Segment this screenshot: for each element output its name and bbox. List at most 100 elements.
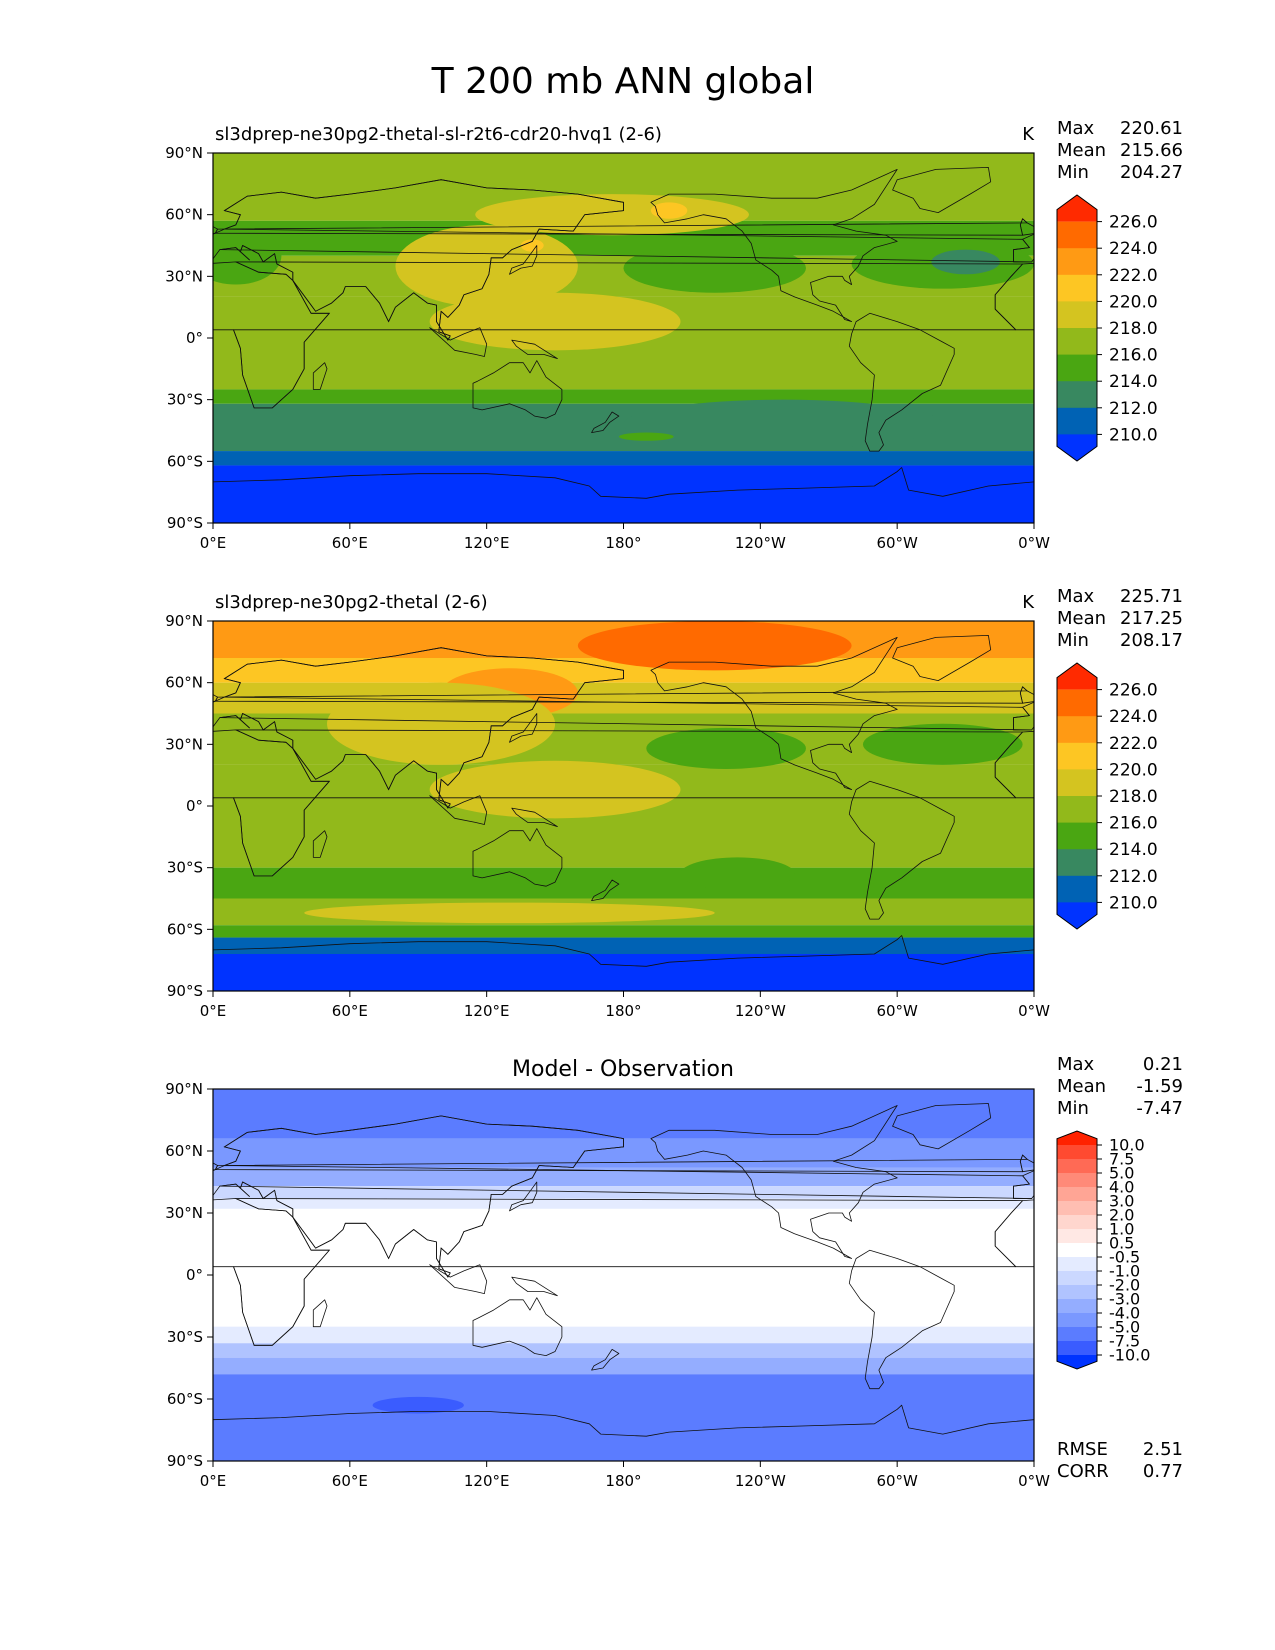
- panel-3-y-tick-label-0: 90°N: [165, 1080, 203, 1098]
- panel-1-colorbar-outline: [1056, 194, 1098, 462]
- panel-3-colorbar-label-3: 4.0: [1109, 1178, 1134, 1197]
- panel-2-x-tick-label-1: 60°E: [332, 1002, 368, 1020]
- panel-1-coast-eurasia-east: [1013, 233, 1034, 263]
- panel-2-colorbar-label-8: 210.0: [1109, 893, 1158, 913]
- panel-3-x-tick-label-6: 0°W: [1018, 1472, 1050, 1490]
- panel-3-y-tick-label-2: 30°N: [165, 1204, 203, 1222]
- panel-2-colorbar-swatch-8: [1057, 875, 1097, 903]
- panel-1-colorbar-label-0: 226.0: [1109, 213, 1158, 233]
- panel-3-colorbar-label-1: 7.5: [1109, 1150, 1134, 1169]
- panel-1-map: [213, 153, 1034, 523]
- panel-3-coast-japan: [509, 1181, 538, 1212]
- panel-2-colorbar-outline: [1056, 662, 1098, 930]
- panel-2-colorbar-label-5: 216.0: [1109, 814, 1158, 834]
- panel-1-colorbar-swatch-0: [1057, 195, 1097, 222]
- panel-1-x-tick-label-4: 120°W: [735, 534, 786, 552]
- panel-2-x-tick-label-2: 120°E: [464, 1002, 510, 1020]
- panel-2-coast-n-america: [650, 637, 898, 790]
- panel-1-colorbar-swatch-4: [1057, 301, 1097, 329]
- panel-2-x-tick-label-4: 120°W: [735, 1002, 786, 1020]
- panel-2-colorbar-swatch-1: [1057, 689, 1097, 717]
- panel-2-colorbar-swatch-4: [1057, 769, 1097, 797]
- panel-3-colorbar-label-9: -1.0: [1109, 1262, 1140, 1281]
- panel-1-colorbar-swatch-2: [1057, 248, 1097, 276]
- panel-2-coast-new-guinea: [511, 807, 558, 827]
- panel-2-colorbar-swatch-2: [1057, 716, 1097, 744]
- panel-3-x-tick-label-5: 60°W: [876, 1472, 918, 1490]
- panel-1-y-tick-label-2: 30°N: [165, 267, 203, 285]
- panel-1-coast-japan: [509, 245, 538, 275]
- panel-2-map: [213, 621, 1034, 991]
- panel-2-y-tick-label-4: 30°S: [167, 859, 203, 877]
- panel-3-colorbar-label-4: 3.0: [1109, 1192, 1134, 1211]
- panel-3-colorbar-label-11: -3.0: [1109, 1290, 1140, 1309]
- panel-3-colorbar-label-14: -7.5: [1109, 1332, 1140, 1351]
- panel-2-x-ticks: 0°E 60°E 120°E 180° 120°W 60°W 0°W: [200, 991, 1050, 1020]
- panel-3-colorbar-label-10: -2.0: [1109, 1276, 1140, 1295]
- panel-1-colorbar-label-6: 214.0: [1109, 372, 1158, 392]
- panel-2-x-tick-label-6: 0°W: [1018, 1002, 1050, 1020]
- panel-1-colorbar-swatch-6: [1057, 354, 1097, 382]
- panel-3-colorbar-label-5: 2.0: [1109, 1206, 1134, 1225]
- panel-1-y-tick-label-4: 30°S: [167, 391, 203, 409]
- panel-1-coast-antarctica: [213, 467, 1034, 499]
- panel-3-colorbar-label-8: -0.5: [1109, 1248, 1140, 1267]
- panel-3-x-tick-label-4: 120°W: [735, 1472, 786, 1490]
- panel-2-colorbar-swatch-0: [1057, 663, 1097, 690]
- panel-1-max-label: Max: [1057, 118, 1095, 139]
- panel-1-band-7: [213, 465, 1034, 523]
- panel-3-colorbar-label-7: 0.5: [1109, 1234, 1134, 1253]
- panel-2-anomaly-4: [304, 902, 715, 924]
- panel-2-colorbar-label-2: 222.0: [1109, 734, 1158, 754]
- panel-2-coast-britain-west: [213, 694, 219, 702]
- panel-3-colorbar-swatch-15: [1057, 1341, 1097, 1356]
- panel-1-anomaly-0: [429, 292, 681, 351]
- panel-1-mean-value: 215.66: [1120, 140, 1183, 161]
- panel-3-colorbar-swatch-5: [1057, 1201, 1097, 1216]
- panel-2-colorbar-label-1: 224.0: [1109, 707, 1158, 727]
- panel-2-colorbar-swatch-9: [1057, 902, 1097, 929]
- panel-1-anomaly-9: [623, 399, 943, 450]
- panel-3-coast-eurasia-west: [213, 1115, 624, 1278]
- panel-2-mean-value: 217.25: [1120, 608, 1183, 629]
- panel-1-colorbar-label-8: 210.0: [1109, 425, 1158, 445]
- panel-3-colorbar-swatch-12: [1057, 1299, 1097, 1314]
- panel-3-colorbar-swatch-14: [1057, 1327, 1097, 1342]
- panel-2-y-tick-label-3: 0°: [186, 797, 203, 815]
- panel-3-colorbar: 10.07.55.04.03.02.01.00.5-0.5-1.0-2.0-3.…: [1056, 1130, 1150, 1370]
- panel-3-y-ticks: 90°N 60°N 30°N 0° 30°S 60°S 90°S: [165, 1080, 213, 1470]
- panel-3-coast-australia: [472, 1297, 563, 1356]
- panel-2-anomaly-2: [327, 682, 556, 765]
- panel-1-band-6: [213, 451, 1034, 466]
- panel-1-x-ticks: 0°E 60°E 120°E 180° 120°W 60°W 0°W: [200, 523, 1050, 552]
- panel-2-coast-s-america: [848, 780, 955, 920]
- panel-1: sl3dprep-ne30pg2-thetal-sl-r2t6-cdr20-hv…: [165, 118, 1183, 552]
- panel-1-units: K: [1022, 124, 1035, 145]
- panel-3-map: [213, 1089, 1034, 1461]
- panel-3-colorbar-swatch-10: [1057, 1271, 1097, 1286]
- panel-3-coast-madagascar: [312, 1299, 328, 1328]
- panel-3-colorbar-swatch-1: [1057, 1145, 1097, 1160]
- panel-2-coast-eurasia-east: [1013, 701, 1034, 731]
- panel-3-coast-britain-west: [213, 1162, 219, 1171]
- panel-2-coast-madagascar: [312, 830, 328, 858]
- panel-3-colorbar-swatch-11: [1057, 1285, 1097, 1300]
- panel-1-anomaly-3: [650, 202, 688, 219]
- panel-2-title: sl3dprep-ne30pg2-thetal (2-6): [215, 592, 488, 613]
- panel-3-colorbar-swatch-6: [1057, 1215, 1097, 1230]
- panel-2: sl3dprep-ne30pg2-thetal (2-6) K Max 225.…: [165, 586, 1183, 1020]
- panel-3-colorbar-swatch-0: [1057, 1131, 1097, 1145]
- panel-2-band-9: [213, 954, 1034, 991]
- panel-3-metrics: RMSE 2.51 CORR 0.77: [1057, 1439, 1183, 1482]
- panel-3-max-label: Max: [1057, 1054, 1095, 1075]
- panel-2-y-tick-label-0: 90°N: [165, 612, 203, 630]
- panel-3-coast-indonesia: [429, 1264, 488, 1294]
- panel-1-stats: Max 220.61 Mean 215.66 Min 204.27: [1057, 118, 1183, 183]
- panel-2-colorbar-label-3: 220.0: [1109, 760, 1158, 780]
- panel-3-corr-label: CORR: [1057, 1461, 1109, 1482]
- panel-2-coast-new-zealand: [591, 879, 620, 901]
- panel-2-anomaly-6: [862, 723, 1023, 765]
- panel-2-coast-eurasia-west: [213, 647, 624, 809]
- panel-2-max-label: Max: [1057, 586, 1095, 607]
- panel-3-band-0: [213, 1089, 1034, 1139]
